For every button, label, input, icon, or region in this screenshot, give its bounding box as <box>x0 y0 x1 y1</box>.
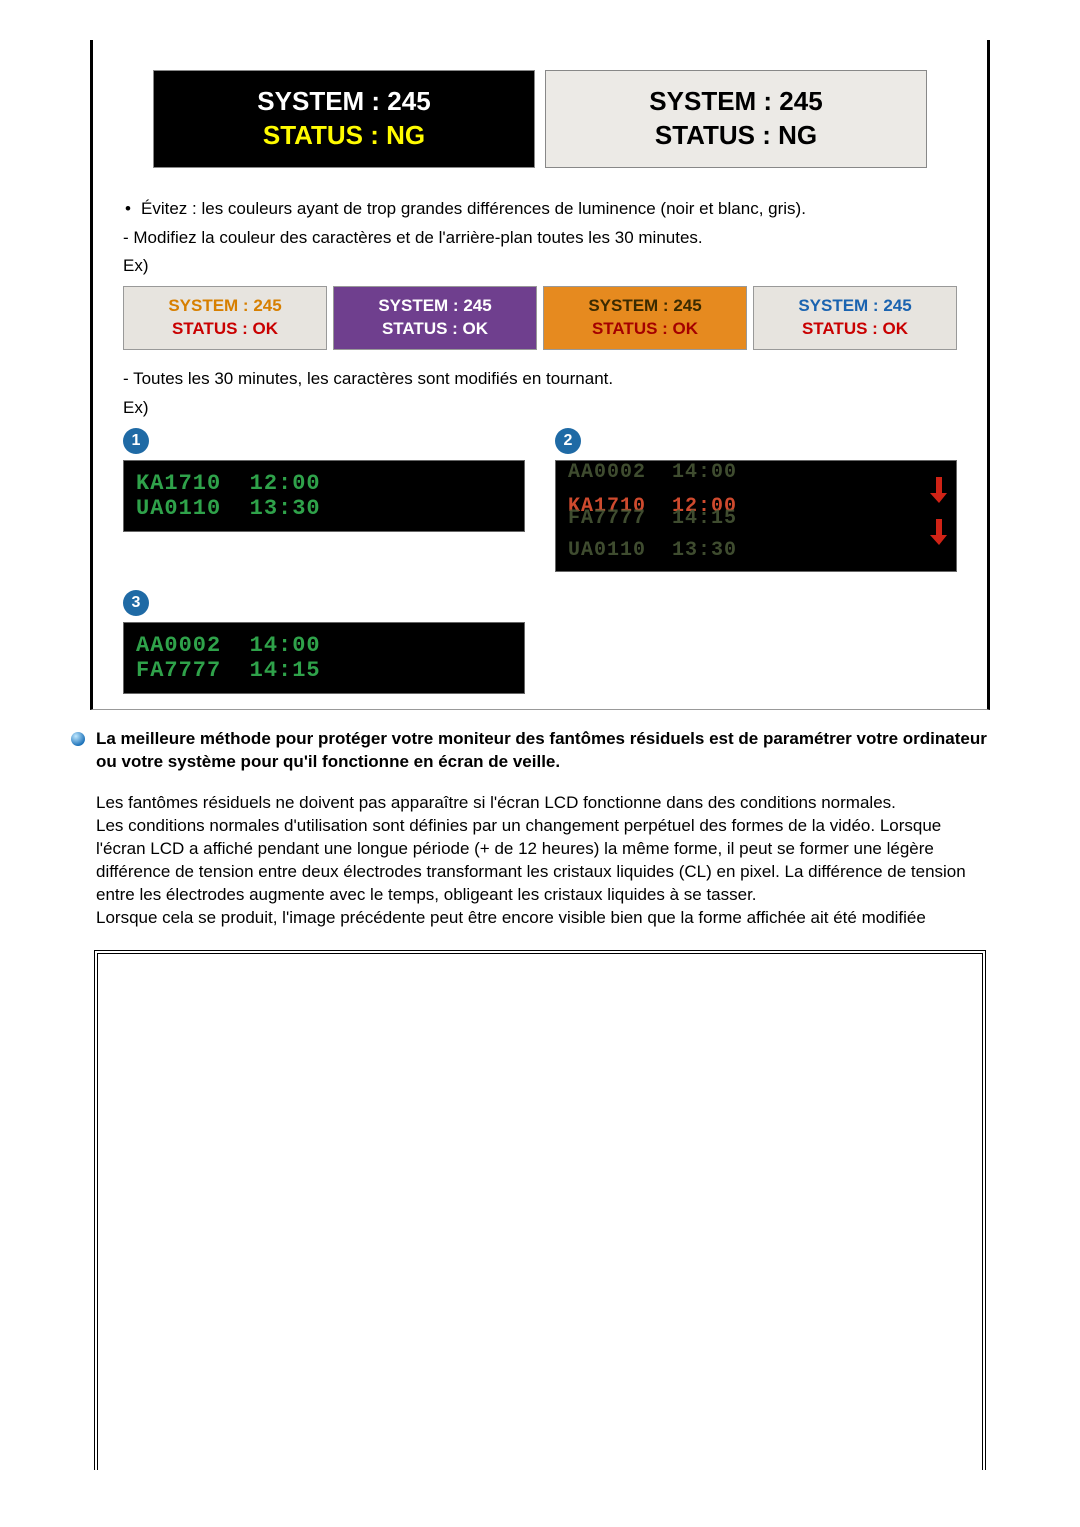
schedule-line: FA7777 14:15 <box>136 658 512 683</box>
rotation-row-1: 1 KA1710 12:00UA0110 13:30 2 AA0002 14:0… <box>123 428 957 572</box>
example-frame: SYSTEM : 245 STATUS : NG SYSTEM : 245 ST… <box>90 40 990 710</box>
section-body: Les fantômes résiduels ne doivent pas ap… <box>96 792 990 930</box>
rotation-col-1: 1 KA1710 12:00UA0110 13:30 <box>123 428 525 572</box>
ghost-line: UA0110 13:30 <box>568 539 737 562</box>
section-best-method: La meilleure méthode pour protéger votre… <box>70 728 990 930</box>
arrow-down-icon <box>928 517 950 547</box>
schedule-panel-ghost: AA0002 14:00KA1710 12:00FA7777 14:15UA01… <box>555 460 957 572</box>
text-rotate: - Toutes les 30 minutes, les caractères … <box>123 368 957 391</box>
schedule-line: UA0110 13:30 <box>136 496 512 521</box>
color-panel: SYSTEM : 245STATUS : OK <box>753 286 957 350</box>
bullet-sphere-icon <box>70 731 86 747</box>
section-heading-text: La meilleure méthode pour protéger votre… <box>96 728 990 774</box>
rotation-col-3: 3 AA0002 14:00FA7777 14:15 <box>123 590 525 694</box>
sec2-p1: Les fantômes résiduels ne doivent pas ap… <box>96 793 896 812</box>
ghost-line: FA7777 14:15 <box>568 507 737 530</box>
badge-2: 2 <box>555 428 581 454</box>
arrow-down-icon <box>928 475 950 505</box>
color-panel: SYSTEM : 245STATUS : OK <box>333 286 537 350</box>
panel-line1: SYSTEM : 245 <box>164 85 524 119</box>
big-panel-2: SYSTEM : 245 STATUS : NG <box>545 70 927 168</box>
color-panel: SYSTEM : 245STATUS : OK <box>543 286 747 350</box>
ghost-stack: AA0002 14:00KA1710 12:00FA7777 14:15UA01… <box>568 467 944 563</box>
color-panel-row: SYSTEM : 245STATUS : OKSYSTEM : 245STATU… <box>123 286 957 350</box>
panel-line1: SYSTEM : 245 <box>556 85 916 119</box>
ghost-line: AA0002 14:00 <box>568 461 737 484</box>
big-panel-row: SYSTEM : 245 STATUS : NG SYSTEM : 245 ST… <box>153 70 927 168</box>
badge-1: 1 <box>123 428 149 454</box>
panel-line2: STATUS : NG <box>556 119 916 153</box>
schedule-line: KA1710 12:00 <box>136 471 512 496</box>
schedule-line: AA0002 14:00 <box>136 633 512 658</box>
section-heading: La meilleure méthode pour protéger votre… <box>70 728 990 774</box>
bottom-frame <box>94 950 986 1470</box>
rotation-col-2: 2 AA0002 14:00KA1710 12:00FA7777 14:15UA… <box>555 428 957 572</box>
schedule-panel-3: AA0002 14:00FA7777 14:15 <box>123 622 525 694</box>
text-ex-2: Ex) <box>123 397 957 420</box>
rotation-col-empty <box>555 590 957 694</box>
panel-line2: STATUS : NG <box>164 119 524 153</box>
color-panel: SYSTEM : 245STATUS : OK <box>123 286 327 350</box>
text-avoid: Évitez : les couleurs ayant de trop gran… <box>123 198 957 221</box>
rotation-row-2: 3 AA0002 14:00FA7777 14:15 <box>123 590 957 694</box>
badge-3: 3 <box>123 590 149 616</box>
text-ex: Ex) <box>123 255 957 278</box>
sec2-p3: Lorsque cela se produit, l'image précéde… <box>96 908 926 927</box>
text-modify: - Modifiez la couleur des caractères et … <box>123 227 957 250</box>
big-panel-1: SYSTEM : 245 STATUS : NG <box>153 70 535 168</box>
schedule-panel-1: KA1710 12:00UA0110 13:30 <box>123 460 525 532</box>
sec2-p2: Les conditions normales d'utilisation so… <box>96 816 966 904</box>
